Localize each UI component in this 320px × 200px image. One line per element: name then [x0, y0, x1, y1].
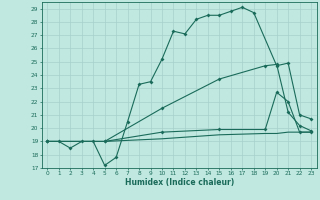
X-axis label: Humidex (Indice chaleur): Humidex (Indice chaleur): [124, 178, 234, 187]
